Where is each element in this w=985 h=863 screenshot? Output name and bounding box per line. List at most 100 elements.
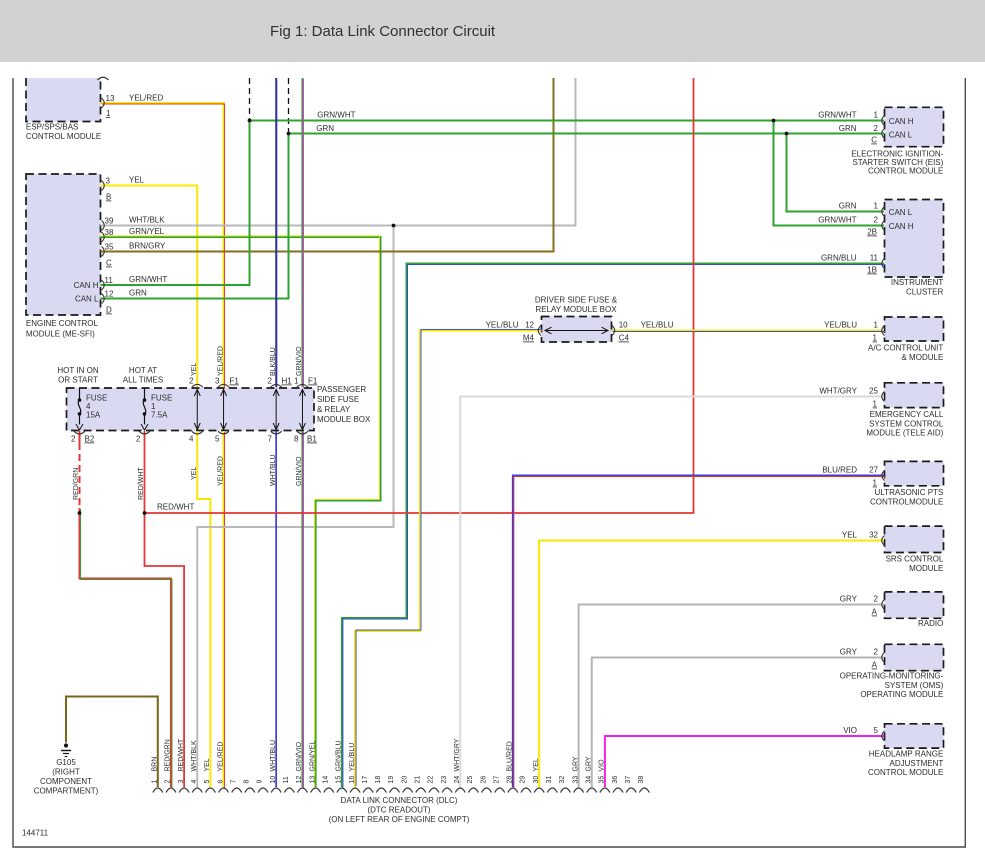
svg-text:GRN: GRN (839, 202, 857, 211)
svg-text:4: 4 (189, 435, 194, 444)
svg-text:MODULE (ME-SFI): MODULE (ME-SFI) (26, 330, 95, 339)
svg-text:39: 39 (105, 217, 114, 226)
svg-text:RED/GRN: RED/GRN (165, 739, 172, 771)
svg-text:4: 4 (86, 402, 91, 411)
svg-text:GRN: GRN (316, 124, 334, 133)
svg-text:F1: F1 (230, 377, 240, 386)
svg-text:144711: 144711 (22, 829, 49, 838)
svg-text:OPERATING-MONITORING-: OPERATING-MONITORING- (840, 672, 944, 681)
svg-text:ADJUSTMENT: ADJUSTMENT (890, 759, 944, 768)
svg-text:BLU/RED: BLU/RED (822, 466, 857, 475)
svg-text:27: 27 (869, 466, 878, 475)
svg-text:CLUSTER: CLUSTER (906, 288, 944, 297)
svg-text:11: 11 (105, 276, 114, 285)
svg-text:27: 27 (493, 776, 500, 784)
svg-text:INSTRUMENT: INSTRUMENT (891, 278, 944, 287)
svg-text:STARTER SWITCH (EIS): STARTER SWITCH (EIS) (852, 158, 943, 167)
svg-text:12: 12 (525, 321, 534, 330)
svg-text:2: 2 (874, 216, 879, 225)
svg-text:YEL/BLU: YEL/BLU (824, 321, 857, 330)
svg-text:38: 38 (105, 228, 114, 237)
svg-text:CAN H: CAN H (889, 222, 914, 231)
svg-text:25: 25 (869, 387, 878, 396)
svg-text:H1: H1 (282, 377, 293, 386)
svg-text:RED/WHT: RED/WHT (178, 738, 185, 771)
svg-text:7: 7 (230, 780, 237, 784)
svg-text:GRN/VIO: GRN/VIO (296, 346, 303, 376)
svg-text:18: 18 (375, 776, 382, 784)
svg-text:Fig 1: Data Link Connector Cir: Fig 1: Data Link Connector Circuit (270, 23, 496, 40)
svg-text:WHT/BLU: WHT/BLU (270, 455, 277, 487)
svg-text:FUSE: FUSE (151, 394, 172, 403)
svg-text:GRN: GRN (839, 124, 857, 133)
svg-text:GRN/BLU: GRN/BLU (821, 254, 857, 263)
svg-text:35: 35 (105, 243, 114, 252)
svg-text:A: A (872, 608, 878, 617)
svg-text:BRN/GRY: BRN/GRY (129, 242, 166, 251)
svg-text:YEL: YEL (533, 758, 540, 771)
svg-text:15: 15 (336, 776, 343, 784)
svg-text:MODULE (TELE AID): MODULE (TELE AID) (866, 429, 943, 438)
svg-text:BRN: BRN (152, 757, 159, 772)
svg-text:SIDE FUSE: SIDE FUSE (317, 395, 359, 404)
svg-text:12: 12 (105, 290, 114, 299)
svg-text:32: 32 (559, 776, 566, 784)
svg-text:VIO: VIO (843, 726, 857, 735)
svg-text:11: 11 (870, 254, 879, 263)
svg-text:32: 32 (869, 531, 878, 540)
svg-text:SYSTEM (OMS): SYSTEM (OMS) (885, 681, 944, 690)
svg-text:13: 13 (106, 94, 115, 103)
svg-text:2: 2 (136, 435, 141, 444)
svg-text:RADIO: RADIO (918, 619, 943, 628)
svg-text:21: 21 (415, 776, 422, 784)
svg-text:14: 14 (322, 776, 329, 784)
svg-text:F1: F1 (308, 377, 318, 386)
svg-text:CONTROL MODULE: CONTROL MODULE (868, 768, 943, 777)
svg-text:2: 2 (71, 435, 76, 444)
svg-text:WHT/BLK: WHT/BLK (129, 216, 165, 225)
svg-text:GRY: GRY (572, 756, 579, 771)
svg-text:8: 8 (294, 435, 299, 444)
svg-text:GRN/BLU: GRN/BLU (336, 740, 343, 771)
svg-text:8: 8 (244, 780, 251, 784)
svg-text:ELECTRONIC IGNITION-: ELECTRONIC IGNITION- (851, 149, 943, 158)
svg-text:GRY: GRY (585, 756, 592, 771)
svg-text:D: D (106, 306, 112, 315)
svg-text:GRN/WHT: GRN/WHT (818, 111, 856, 120)
svg-text:CONTROL MODULE: CONTROL MODULE (26, 132, 101, 141)
svg-text:(RIGHT: (RIGHT (52, 768, 80, 777)
svg-text:GRN: GRN (129, 289, 147, 298)
svg-text:38: 38 (638, 776, 645, 784)
svg-text:35: 35 (599, 776, 606, 784)
svg-text:2: 2 (874, 124, 879, 133)
svg-text:ALL TIMES: ALL TIMES (123, 375, 163, 384)
svg-text:5: 5 (215, 435, 220, 444)
svg-text:23: 23 (441, 776, 448, 784)
svg-text:GRN/VIO: GRN/VIO (296, 741, 303, 771)
svg-text:5: 5 (874, 726, 879, 735)
svg-text:28: 28 (507, 776, 514, 784)
svg-text:BLK/BLU: BLK/BLU (270, 347, 277, 376)
svg-text:C: C (871, 136, 877, 145)
svg-text:ESP/SPS/BAS: ESP/SPS/BAS (26, 123, 78, 132)
svg-text:YEL/RED: YEL/RED (217, 346, 224, 376)
svg-text:17: 17 (362, 776, 369, 784)
svg-text:10: 10 (270, 776, 277, 784)
svg-text:B1: B1 (307, 435, 317, 444)
svg-text:GRY: GRY (840, 648, 858, 657)
svg-text:ENGINE CONTROL: ENGINE CONTROL (26, 319, 99, 328)
svg-text:1: 1 (873, 479, 878, 488)
svg-text:YEL/BLU: YEL/BLU (349, 743, 356, 772)
svg-text:6: 6 (217, 780, 224, 784)
svg-text:PASSENGER: PASSENGER (317, 385, 366, 394)
svg-text:YEL: YEL (191, 363, 198, 376)
svg-text:7: 7 (268, 435, 273, 444)
svg-text:22: 22 (428, 776, 435, 784)
svg-text:VIO: VIO (599, 759, 606, 772)
svg-text:GRN/WHT: GRN/WHT (129, 275, 167, 284)
svg-text:CAN H: CAN H (889, 117, 914, 126)
svg-text:(ON LEFT REAR OF ENGINE COMPT): (ON LEFT REAR OF ENGINE COMPT) (329, 815, 470, 824)
svg-text:12: 12 (296, 776, 303, 784)
svg-text:31: 31 (546, 776, 553, 784)
svg-text:1: 1 (294, 377, 299, 386)
